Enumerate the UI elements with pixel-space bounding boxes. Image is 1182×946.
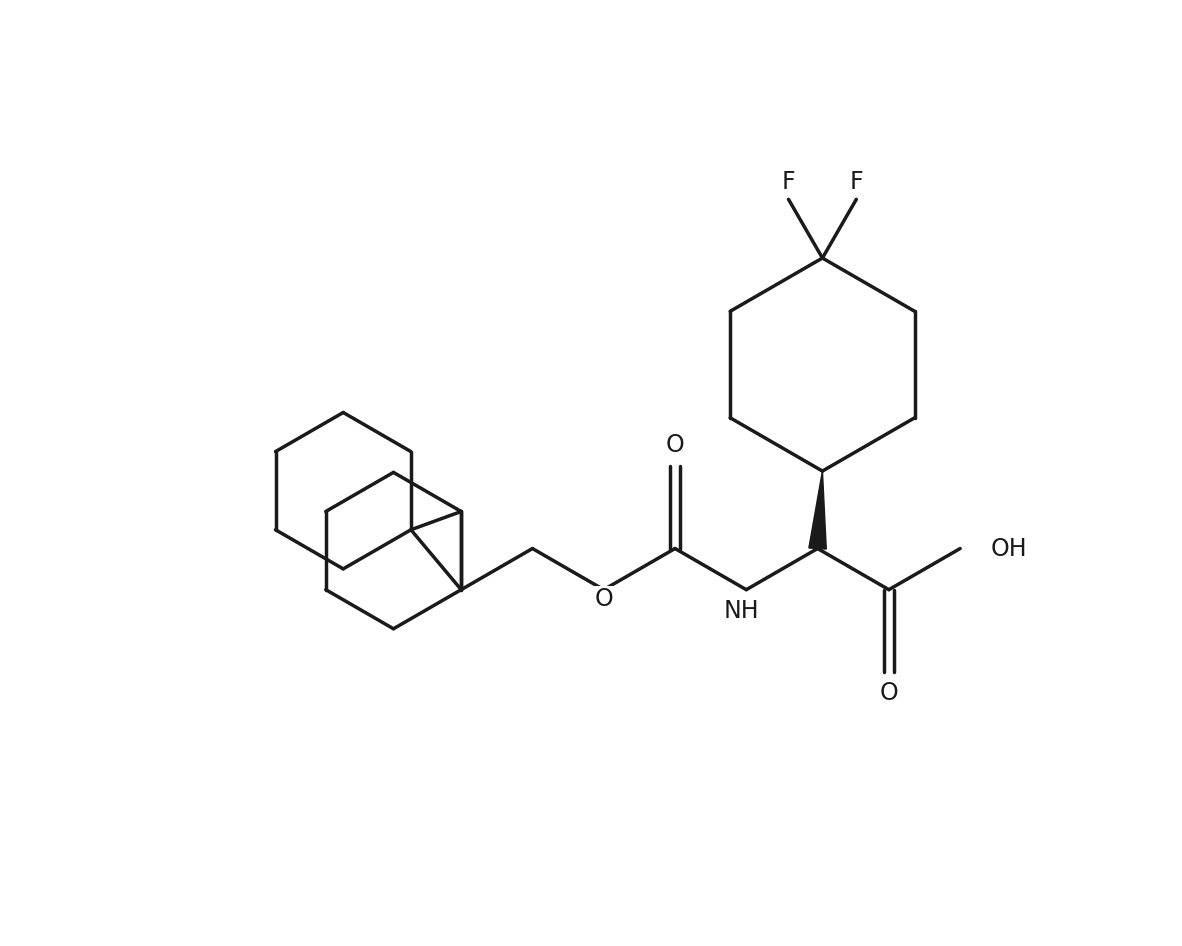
Text: F: F <box>781 170 795 194</box>
Polygon shape <box>808 471 826 549</box>
Text: O: O <box>665 433 684 457</box>
Text: F: F <box>850 170 863 194</box>
Text: NH: NH <box>723 599 759 623</box>
Text: O: O <box>879 681 898 706</box>
Text: OH: OH <box>992 536 1027 561</box>
Text: O: O <box>595 587 613 611</box>
